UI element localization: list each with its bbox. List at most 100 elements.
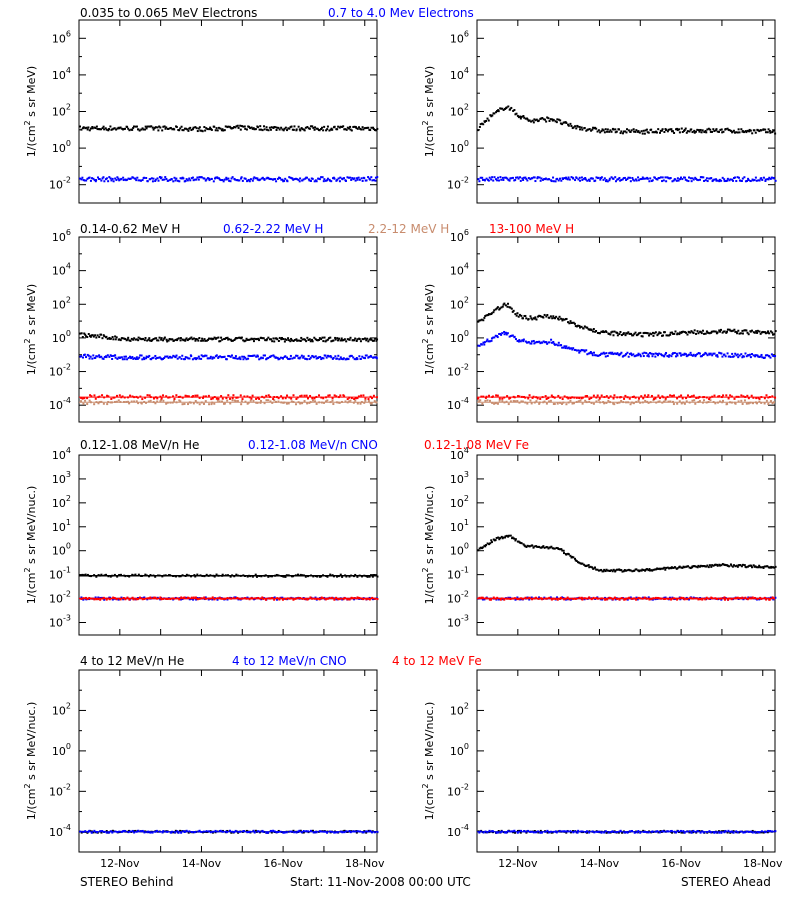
data-point [556,344,559,347]
data-point [645,568,648,571]
data-point [161,129,164,132]
data-point [134,358,137,361]
data-point [547,397,550,400]
data-point [663,596,666,599]
data-point [103,128,106,131]
data-point [191,338,194,341]
data-point [654,355,657,358]
data-point [513,829,516,832]
data-point [318,575,321,578]
data-point [334,355,337,358]
data-point [128,829,131,832]
data-point [214,829,217,832]
data-point [676,332,679,335]
data-point [186,179,189,182]
data-point [683,128,686,131]
data-point [501,305,504,308]
data-point [273,598,276,601]
data-point [349,354,352,357]
data-point [477,320,480,323]
data-point [623,130,626,133]
data-point [295,354,298,357]
data-point [139,337,142,340]
data-point [239,128,242,131]
data-point [343,128,346,131]
data-point [565,553,568,556]
data-point [142,337,145,340]
data-point [90,831,93,834]
data-point [714,402,717,405]
data-point [238,357,241,360]
data-point [183,596,186,599]
data-point [82,598,85,601]
data-point [356,127,359,130]
data-point [118,394,121,397]
data-point [188,357,191,360]
data-point [307,127,310,130]
data-point [528,545,531,548]
data-point [548,546,551,549]
data-point [478,831,481,834]
data-point [520,400,523,403]
data-point [226,336,229,339]
data-point [544,395,547,398]
data-point [309,340,312,343]
y-tick-label: 102 [450,701,469,717]
data-point [557,341,560,344]
data-point [755,330,758,333]
data-point [550,180,553,183]
data-point [705,565,708,568]
data-point [672,394,675,397]
data-point [614,128,617,131]
data-point [506,177,509,180]
data-point [763,397,766,400]
data-point [719,400,722,403]
data-point [773,333,776,336]
data-point [356,338,359,341]
data-point [145,401,148,404]
data-point [654,397,657,400]
data-point [372,356,375,359]
data-point [128,177,131,180]
data-point [716,331,719,334]
data-point [154,357,157,360]
data-point [508,335,511,338]
data-point [267,394,270,397]
y-tick-label: 106 [52,29,71,45]
data-point [704,332,707,335]
y-tick-label: 100 [450,329,469,345]
data-point [245,337,248,340]
data-point [711,564,714,567]
data-point [764,332,767,335]
data-point [135,125,138,128]
data-point [618,176,621,179]
data-point [641,132,644,135]
data-point [614,176,617,179]
data-point [366,337,369,340]
data-point [100,128,103,131]
data-point [304,126,307,129]
data-point [700,355,703,358]
data-point [672,403,675,406]
data-point [732,831,735,834]
data-point [371,830,374,833]
data-point [606,130,609,133]
data-point [597,399,600,402]
data-point [491,114,494,117]
data-point [739,332,742,335]
data-point [185,829,188,832]
data-point [232,394,235,397]
data-point [249,178,252,181]
data-point [681,397,684,400]
data-point [656,352,659,355]
data-point [480,596,483,599]
data-point [583,350,586,353]
data-point [699,831,702,834]
data-point [259,178,262,181]
data-point [167,127,170,130]
data-point [333,125,336,128]
data-point [664,399,667,402]
data-point [665,566,668,569]
data-point [233,399,236,402]
data-point [539,829,542,832]
